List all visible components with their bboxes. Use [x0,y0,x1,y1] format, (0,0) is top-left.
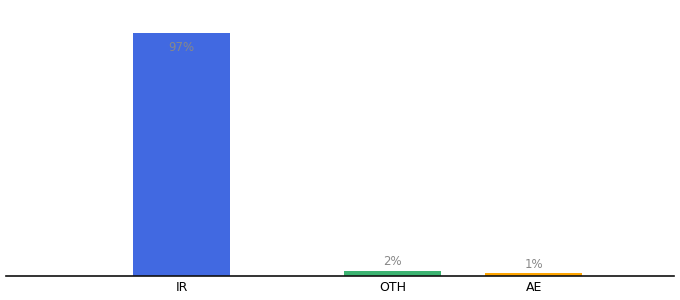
Text: 1%: 1% [524,258,543,271]
Text: 2%: 2% [384,255,402,268]
Bar [486,273,582,276]
Bar [344,271,441,276]
Text: 97%: 97% [169,40,194,54]
Bar [133,33,230,276]
